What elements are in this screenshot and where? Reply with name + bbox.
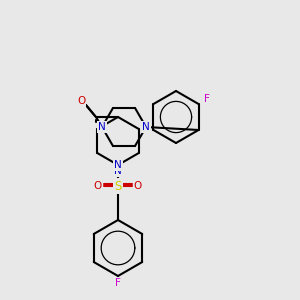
Text: F: F bbox=[204, 94, 209, 104]
Text: F: F bbox=[115, 278, 121, 288]
Text: O: O bbox=[134, 181, 142, 191]
Text: O: O bbox=[94, 181, 102, 191]
Text: N: N bbox=[114, 166, 122, 176]
Text: N: N bbox=[98, 122, 106, 132]
Text: N: N bbox=[114, 160, 122, 170]
Text: S: S bbox=[114, 179, 122, 193]
Text: N: N bbox=[142, 122, 150, 132]
Text: O: O bbox=[77, 96, 85, 106]
